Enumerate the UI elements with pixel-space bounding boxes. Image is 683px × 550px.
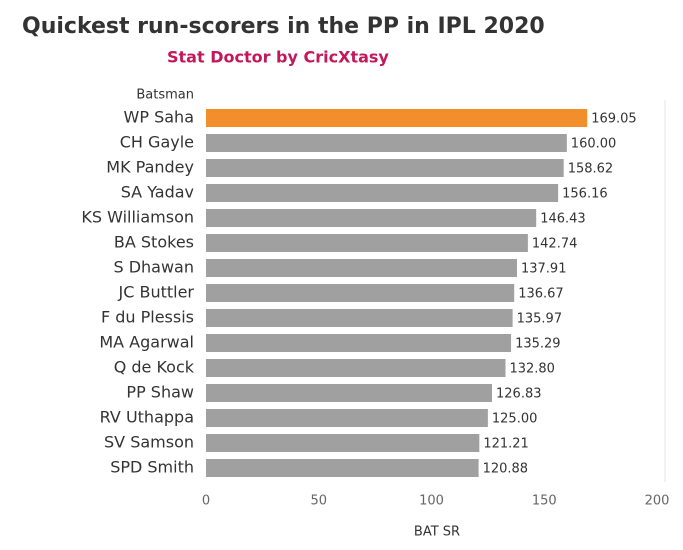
- x-tick-label: 50: [310, 494, 327, 509]
- chart-subtitle: Stat Doctor by CricXtasy: [167, 48, 389, 67]
- value-label: 169.05: [591, 112, 637, 127]
- bar: [206, 334, 512, 352]
- x-axis-title: BAT SR: [414, 525, 460, 540]
- value-label: 160.00: [571, 137, 617, 152]
- x-tick-label: 0: [202, 494, 210, 509]
- y-axis-title: Batsman: [136, 88, 194, 103]
- y-tick-label: MK Pandey: [106, 158, 194, 177]
- y-tick-label: WP Saha: [124, 108, 194, 127]
- value-label: 156.16: [562, 187, 608, 202]
- bar: [206, 384, 493, 402]
- bar: [206, 259, 517, 277]
- bar: [206, 459, 479, 477]
- y-tick-label: F du Plessis: [101, 308, 194, 327]
- y-tick-label: SPD Smith: [110, 458, 194, 477]
- x-tick-label: 150: [532, 494, 557, 509]
- y-tick-label: SV Samson: [104, 433, 194, 452]
- bar: [206, 109, 588, 127]
- y-tick-label: CH Gayle: [120, 133, 194, 152]
- bar: [206, 234, 528, 252]
- y-tick-label: RV Uthappa: [100, 408, 194, 427]
- bar: [206, 409, 488, 427]
- x-tick-label: 200: [645, 494, 670, 509]
- value-label: 136.67: [518, 287, 564, 302]
- bar: [206, 309, 513, 327]
- bar: [206, 134, 567, 152]
- value-label: 135.97: [517, 312, 563, 327]
- value-label: 120.88: [483, 462, 529, 477]
- value-label: 125.00: [492, 412, 538, 427]
- bar: [206, 284, 515, 302]
- chart-title: Quickest run-scorers in the PP in IPL 20…: [22, 14, 545, 39]
- bar: [206, 434, 480, 452]
- y-tick-label: S Dhawan: [113, 258, 194, 277]
- bar: [206, 159, 564, 177]
- value-label: 135.29: [515, 337, 561, 352]
- y-tick-label: JC Buttler: [117, 283, 194, 302]
- value-label: 132.80: [509, 362, 555, 377]
- y-tick-label: BA Stokes: [114, 233, 194, 252]
- bar: [206, 184, 559, 202]
- value-label: 146.43: [540, 212, 586, 227]
- y-tick-label: Q de Kock: [114, 358, 195, 377]
- y-tick-label: MA Agarwal: [99, 333, 194, 352]
- y-tick-label: PP Shaw: [126, 383, 194, 402]
- value-label: 137.91: [521, 262, 567, 277]
- bar: [206, 359, 506, 377]
- y-tick-label: SA Yadav: [121, 183, 194, 202]
- value-label: 158.62: [568, 162, 614, 177]
- value-label: 142.74: [532, 237, 578, 252]
- bar: [206, 209, 537, 227]
- value-label: 121.21: [483, 437, 529, 452]
- y-tick-label: KS Williamson: [81, 208, 194, 227]
- x-tick-label: 100: [419, 494, 444, 509]
- value-label: 126.83: [496, 387, 542, 402]
